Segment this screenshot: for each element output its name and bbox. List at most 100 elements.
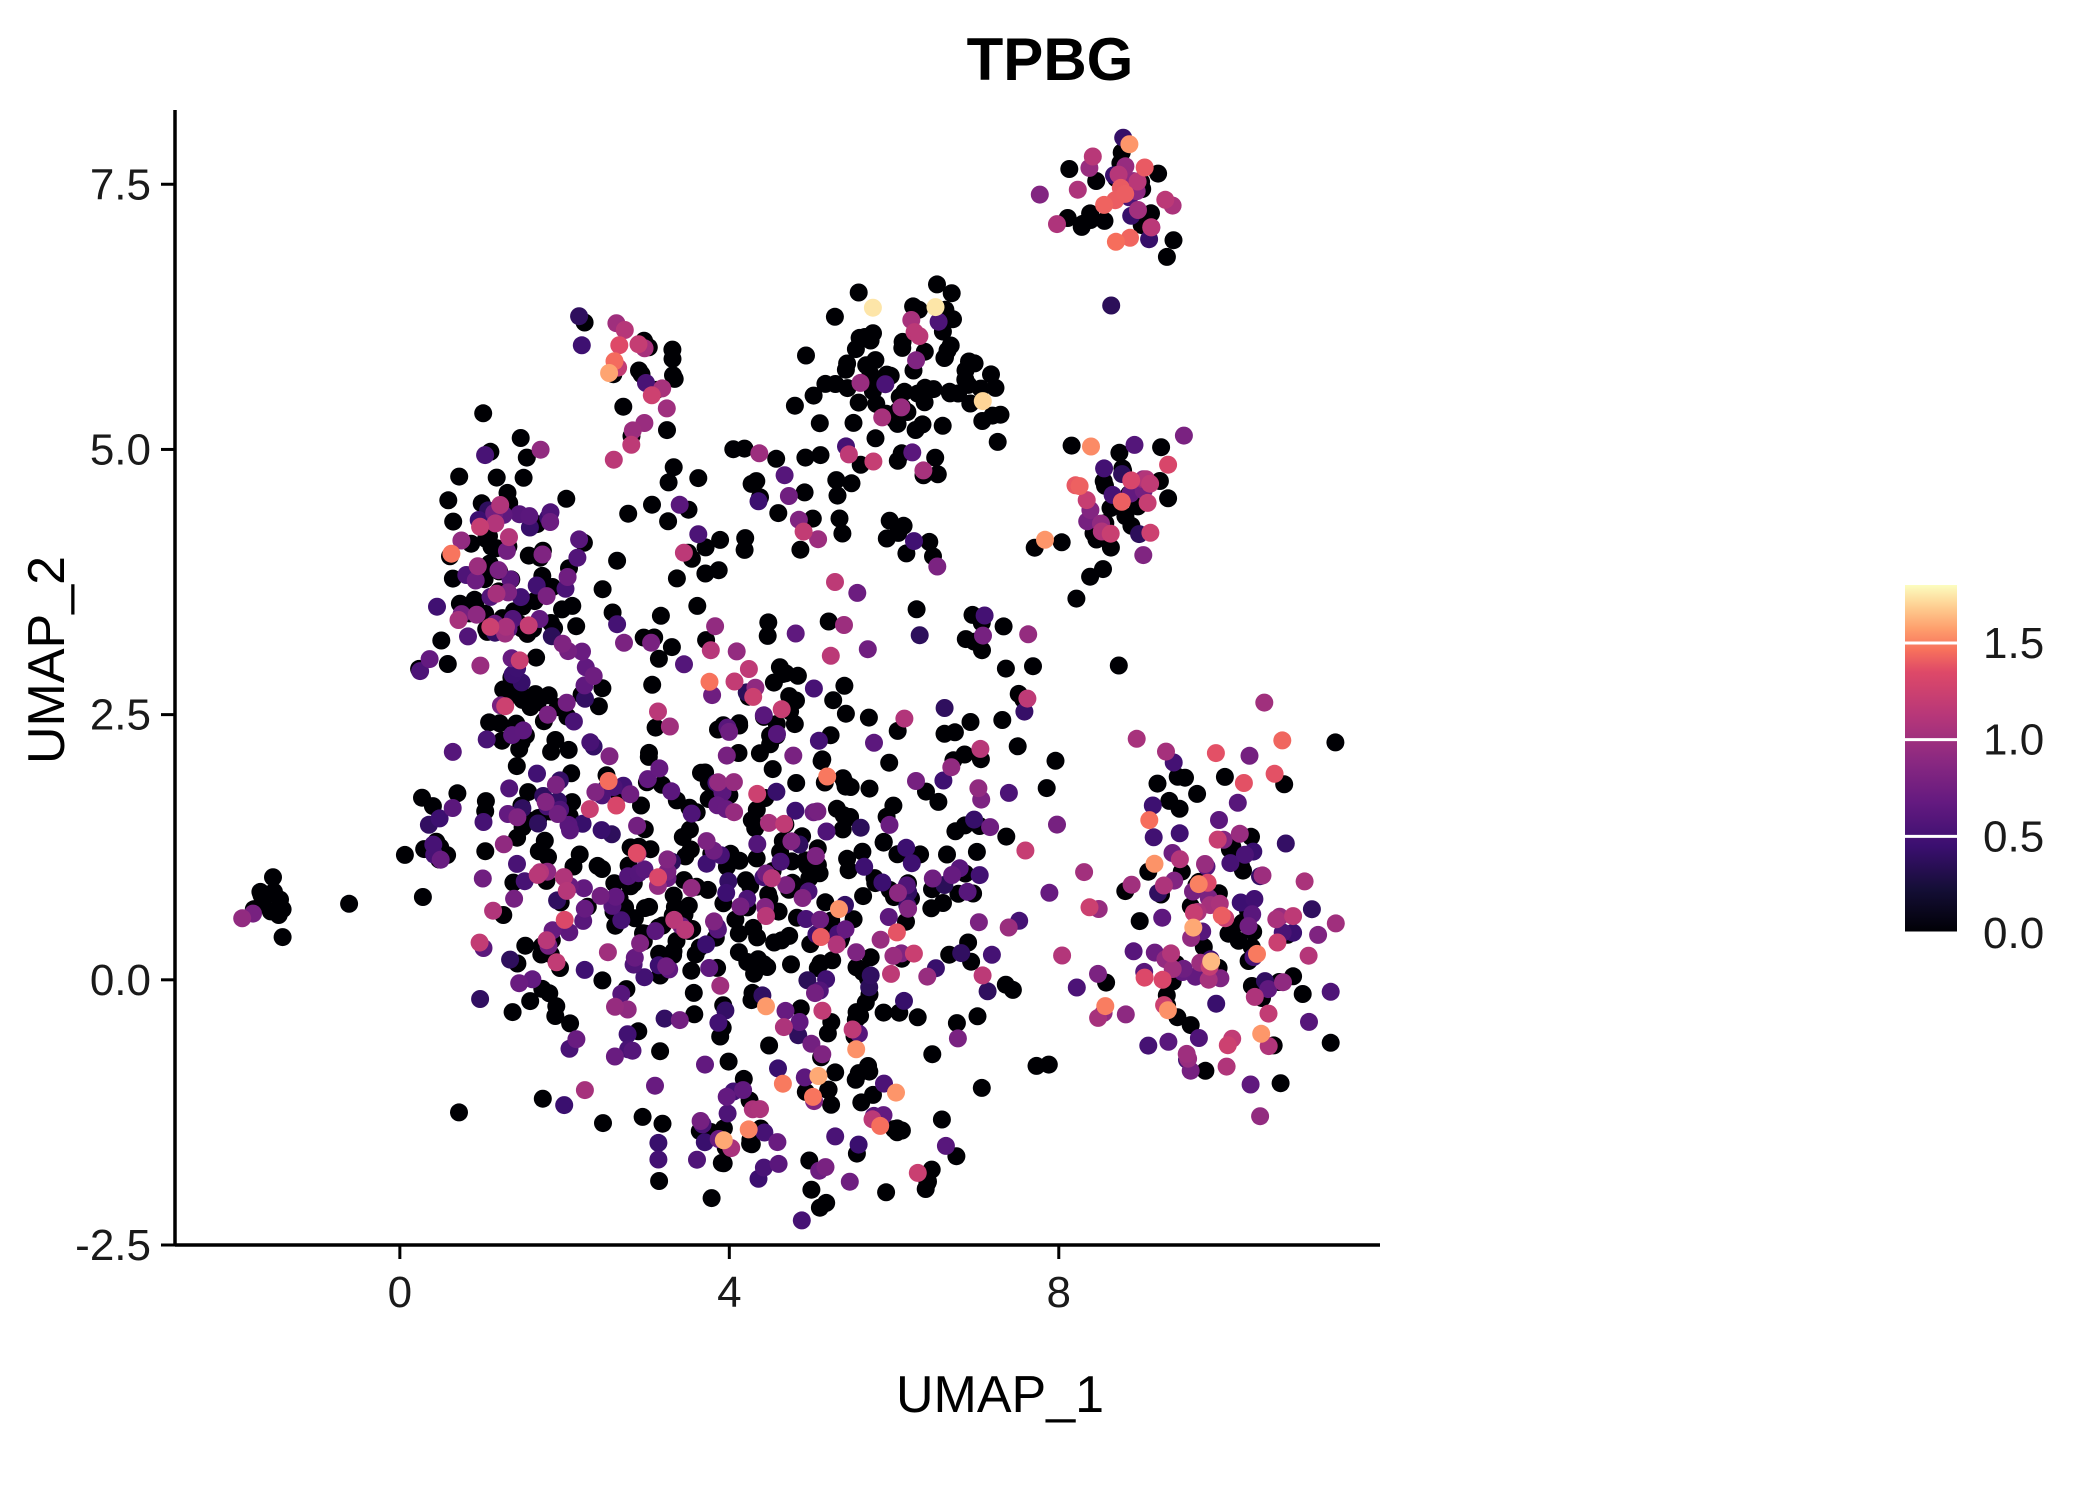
data-point xyxy=(480,713,499,732)
data-point xyxy=(1003,980,1022,999)
data-point xyxy=(1109,165,1128,184)
data-point xyxy=(1149,164,1168,183)
data-point xyxy=(969,779,988,798)
data-point xyxy=(974,626,992,645)
data-point xyxy=(1159,489,1178,508)
data-point xyxy=(1152,438,1171,457)
data-point xyxy=(1217,1057,1236,1076)
data-point xyxy=(942,758,961,777)
data-point xyxy=(467,605,486,624)
data-point xyxy=(1259,980,1278,999)
data-point xyxy=(568,548,587,567)
data-point xyxy=(604,450,623,469)
data-point xyxy=(561,821,579,840)
data-point xyxy=(1116,1005,1135,1024)
data-point xyxy=(1267,910,1286,929)
data-point xyxy=(769,1059,787,1078)
data-point xyxy=(443,799,462,817)
data-point xyxy=(775,814,794,833)
data-point xyxy=(853,842,872,861)
data-point xyxy=(920,532,939,551)
data-point xyxy=(519,616,538,635)
data-point xyxy=(768,725,786,743)
data-point xyxy=(1019,625,1038,644)
data-point xyxy=(782,955,800,974)
data-point xyxy=(557,693,576,712)
data-point xyxy=(982,945,1001,964)
data-point xyxy=(1067,589,1086,608)
data-point xyxy=(952,944,971,963)
data-point xyxy=(612,911,631,930)
data-point xyxy=(923,1045,942,1064)
data-point xyxy=(794,522,813,541)
data-point xyxy=(1188,784,1207,803)
data-point xyxy=(789,1026,808,1045)
data-point xyxy=(816,374,835,393)
data-point xyxy=(476,446,495,465)
data-point xyxy=(1159,455,1178,474)
data-point xyxy=(851,818,870,837)
data-point xyxy=(581,733,600,752)
data-point xyxy=(1125,435,1144,454)
data-point xyxy=(1081,211,1100,229)
data-point xyxy=(516,936,535,955)
data-point xyxy=(836,920,855,939)
data-point xyxy=(1157,742,1175,761)
data-point xyxy=(592,821,611,840)
data-point xyxy=(1248,944,1266,963)
data-point xyxy=(395,845,414,864)
data-point xyxy=(497,617,515,636)
data-point xyxy=(466,571,485,590)
data-point xyxy=(570,845,589,864)
data-point xyxy=(717,746,736,765)
data-point xyxy=(760,1036,779,1055)
data-point xyxy=(880,815,899,834)
data-point xyxy=(1127,729,1146,748)
data-point xyxy=(533,1089,552,1108)
data-point xyxy=(718,1104,737,1123)
data-point xyxy=(1116,184,1135,203)
data-point xyxy=(969,913,988,932)
data-point xyxy=(1110,443,1129,462)
data-point xyxy=(696,538,715,557)
data-point xyxy=(650,759,669,778)
x-tick-label: 0 xyxy=(388,1268,412,1317)
data-point xyxy=(413,888,432,906)
data-point xyxy=(570,307,589,326)
data-point xyxy=(981,818,1000,837)
data-point xyxy=(782,832,801,851)
data-point xyxy=(971,739,990,758)
data-point xyxy=(709,561,728,580)
data-point xyxy=(1106,232,1125,251)
data-point xyxy=(494,835,513,854)
data-point xyxy=(965,810,984,829)
data-point xyxy=(698,880,717,899)
data-point xyxy=(674,543,693,562)
data-point xyxy=(786,624,805,643)
data-point xyxy=(739,1120,758,1139)
data-point xyxy=(809,731,828,750)
data-point xyxy=(572,336,591,355)
plot-title: TPBG xyxy=(967,26,1134,93)
data-point xyxy=(685,1005,704,1024)
data-point xyxy=(958,882,977,901)
data-point xyxy=(1138,493,1157,512)
data-point xyxy=(1221,854,1240,873)
data-point xyxy=(1052,533,1071,552)
data-point xyxy=(664,458,683,477)
data-point xyxy=(688,1150,706,1169)
data-point xyxy=(559,740,578,759)
data-point xyxy=(584,667,603,685)
data-point xyxy=(928,465,947,484)
data-point xyxy=(826,573,844,591)
data-point xyxy=(826,1127,845,1146)
data-point xyxy=(340,894,359,913)
data-point xyxy=(508,854,526,873)
data-point xyxy=(691,1112,710,1130)
data-point xyxy=(1082,437,1100,456)
data-point xyxy=(804,386,823,405)
data-point xyxy=(537,931,556,950)
data-point xyxy=(450,1103,468,1122)
data-point xyxy=(1145,854,1164,873)
